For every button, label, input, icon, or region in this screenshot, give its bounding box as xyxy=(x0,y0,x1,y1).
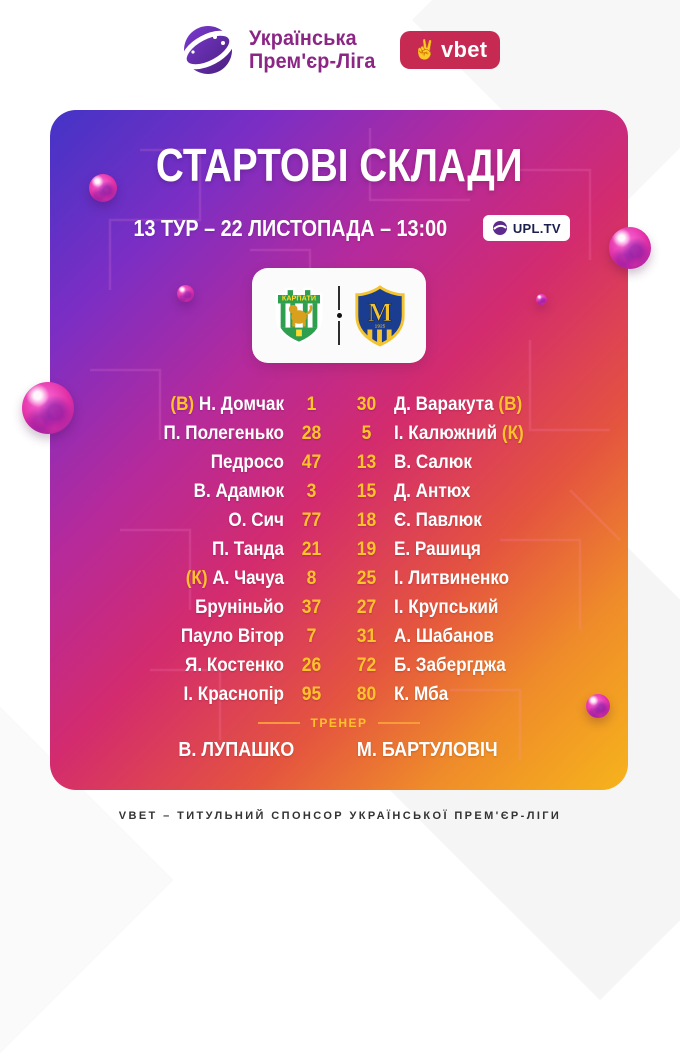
home-player-name: О. Сич xyxy=(228,510,284,531)
metalist-logo-year: 1925 xyxy=(374,323,385,329)
upl-tv-badge: UPL.TV xyxy=(482,215,570,241)
lineups-poster-card: СТАРТОВІ СКЛАДИ 13 ТУР – 22 ЛИСТОПАДА – … xyxy=(50,110,628,790)
away-player-number: 31 xyxy=(356,626,377,647)
home-player-name: П. Полегенько xyxy=(163,423,284,444)
away-player-name: К. Мба xyxy=(394,684,449,705)
away-player-number: 13 xyxy=(356,452,377,473)
home-player-number: 95 xyxy=(301,684,322,705)
home-player-name: Бруніньйо xyxy=(195,597,284,618)
away-player-name: І. Литвиненко xyxy=(394,568,510,589)
teams-divider xyxy=(336,286,342,345)
home-player-number: 7 xyxy=(306,626,317,647)
away-player-number: 72 xyxy=(356,655,377,676)
home-player-number: 77 xyxy=(301,510,322,531)
away-player-number: 25 xyxy=(356,568,377,589)
poster-title: СТАРТОВІ СКЛАДИ xyxy=(50,142,628,188)
away-player-name: А. Шабанов xyxy=(394,626,494,647)
home-player-number: 21 xyxy=(301,539,322,560)
home-player-number: 47 xyxy=(301,452,322,473)
vbet-sponsor-logo: ✌ vbet xyxy=(400,31,501,69)
away-player-name: В. Салюк xyxy=(394,452,472,473)
home-player-number: 26 xyxy=(301,655,322,676)
league-name: Українська Прем'єр-Ліга xyxy=(249,27,376,73)
soccer-ball-decoration xyxy=(89,174,117,202)
away-player-name: І. Калюжний (К) xyxy=(394,423,524,444)
away-player-name: Є. Павлюк xyxy=(394,510,482,531)
victory-hand-icon: ✌ xyxy=(413,39,437,61)
soccer-ball-decoration xyxy=(177,285,194,302)
home-player-number: 1 xyxy=(306,394,317,415)
karpaty-logo-caption: КАРПАТИ xyxy=(281,293,315,302)
soccer-ball-decoration xyxy=(22,382,74,434)
soccer-ball-decoration xyxy=(609,227,651,269)
home-player-name: П. Танда xyxy=(211,539,284,560)
soccer-ball-decoration xyxy=(586,694,610,718)
away-player-marker: (К) xyxy=(501,423,524,444)
metalist-team-logo: M 1925 xyxy=(354,284,405,347)
match-info: 13 ТУР – 22 ЛИСТОПАДА – 13:00 xyxy=(133,214,448,241)
away-player-number: 18 xyxy=(356,510,377,531)
match-info-row: 13 ТУР – 22 ЛИСТОПАДА – 13:00 UPL.TV xyxy=(50,213,628,243)
home-player-number: 37 xyxy=(301,597,322,618)
home-player-name: Педросо xyxy=(210,452,284,473)
sponsor-footer-text: VBET – ТИТУЛЬНИЙ СПОНСОР УКРАЇНСЬКОЇ ПРЕ… xyxy=(118,810,562,822)
vbet-logo-text: vbet xyxy=(440,37,488,62)
away-player-name: Б. Забергджа xyxy=(394,655,506,676)
home-player-number: 8 xyxy=(306,568,317,589)
upltv-ball-icon xyxy=(492,221,507,235)
away-player-number: 30 xyxy=(356,394,377,415)
coach-label-row: ТРЕНЕР xyxy=(50,716,628,730)
away-player-number: 5 xyxy=(361,423,372,444)
header-bar: Українська Прем'єр-Ліга ✌ vbet xyxy=(0,22,680,78)
home-player-name: (В) Н. Домчак xyxy=(170,394,284,415)
soccer-ball-decoration xyxy=(536,294,547,305)
home-player-marker: (К) xyxy=(185,568,208,589)
home-player-name: Я. Костенко xyxy=(185,655,284,676)
away-coach-name: М. БАРТУЛОВІЧ xyxy=(356,739,498,761)
home-player-number: 3 xyxy=(306,481,317,502)
team-logos-card: КАРПАТИ M 1925 xyxy=(252,268,426,363)
away-player-number: 19 xyxy=(356,539,377,560)
away-player-name: Д. Антюх xyxy=(394,481,471,502)
away-player-number: 27 xyxy=(356,597,377,618)
metalist-logo-letter: M xyxy=(367,297,392,326)
lineups-grid: (В) Н. Домчак 1 30 Д. Варакута (В) П. Полеге… xyxy=(94,390,584,709)
coaches-row: В. ЛУПАШКО М. БАРТУЛОВІЧ xyxy=(50,739,628,762)
upl-tv-label: UPL.TV xyxy=(512,220,561,236)
home-player-name: В. Адамюк xyxy=(193,481,284,502)
league-name-line1: Українська xyxy=(248,26,357,50)
away-player-name: І. Крупський xyxy=(394,597,499,618)
coach-divider-line xyxy=(377,722,420,724)
home-player-name: Пауло Вітор xyxy=(180,626,284,647)
coach-label: ТРЕНЕР xyxy=(310,716,368,730)
poster-title-text: СТАРТОВІ СКЛАДИ xyxy=(155,139,523,191)
upl-league-ball-icon xyxy=(181,26,234,74)
away-player-marker: (В) xyxy=(498,394,523,415)
home-coach-name: В. ЛУПАШКО xyxy=(178,739,295,761)
away-player-name: Д. Варакута (В) xyxy=(394,394,523,415)
home-player-number: 28 xyxy=(301,423,322,444)
away-player-number: 80 xyxy=(356,684,377,705)
coach-divider-line xyxy=(258,722,301,724)
home-player-marker: (В) xyxy=(170,394,195,415)
league-name-line2: Прем'єр-Ліга xyxy=(248,50,376,73)
away-player-number: 15 xyxy=(356,481,377,502)
karpaty-team-logo: КАРПАТИ xyxy=(275,287,322,344)
home-player-name: (К) А. Чачуа xyxy=(185,568,284,589)
away-player-name: Е. Рашиця xyxy=(394,539,481,560)
home-player-name: І. Краснопір xyxy=(183,684,284,705)
